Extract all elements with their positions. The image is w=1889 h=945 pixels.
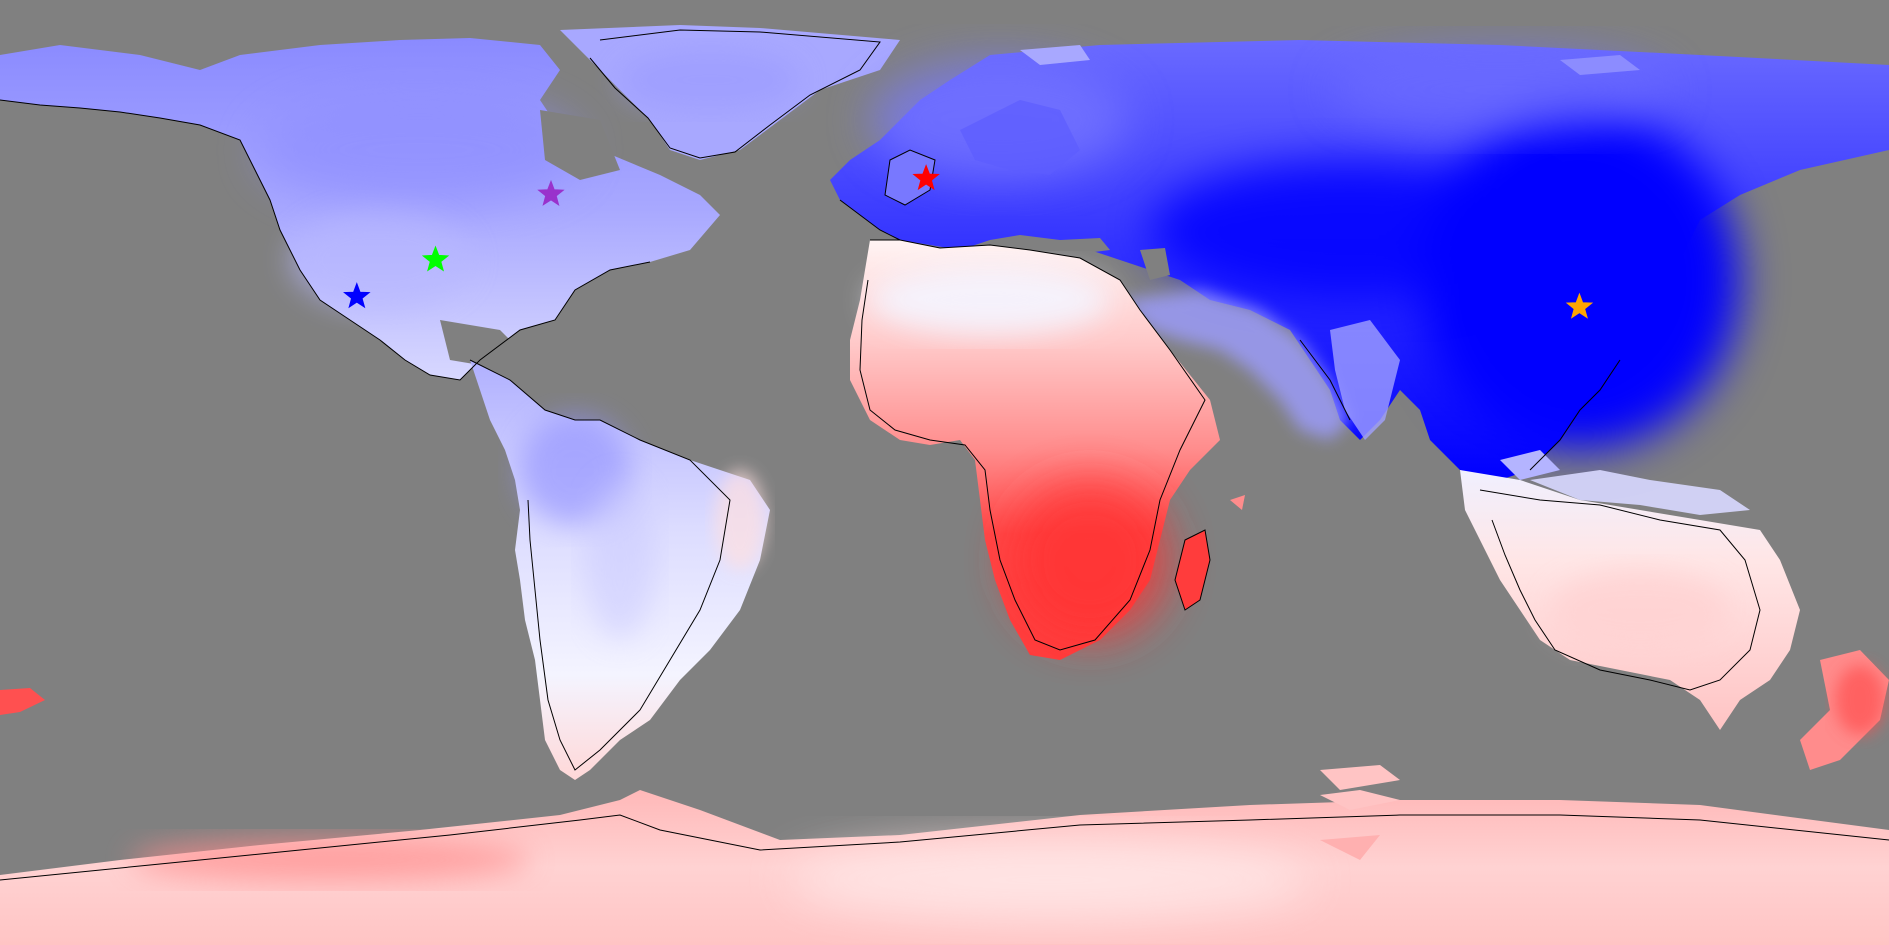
antarctica bbox=[0, 790, 1889, 945]
oceania bbox=[0, 450, 1889, 790]
eurasia bbox=[830, 40, 1889, 480]
coastlines bbox=[0, 29, 1889, 881]
north-america bbox=[0, 25, 900, 380]
red-star-marker bbox=[912, 164, 940, 191]
africa bbox=[850, 240, 1245, 660]
purple-star-marker bbox=[537, 179, 565, 206]
blue-star-marker bbox=[343, 282, 371, 309]
south-asia bbox=[1120, 290, 1400, 440]
marker-layer bbox=[343, 164, 1594, 319]
orange-star-marker bbox=[1565, 292, 1594, 319]
green-star-marker bbox=[421, 245, 450, 272]
